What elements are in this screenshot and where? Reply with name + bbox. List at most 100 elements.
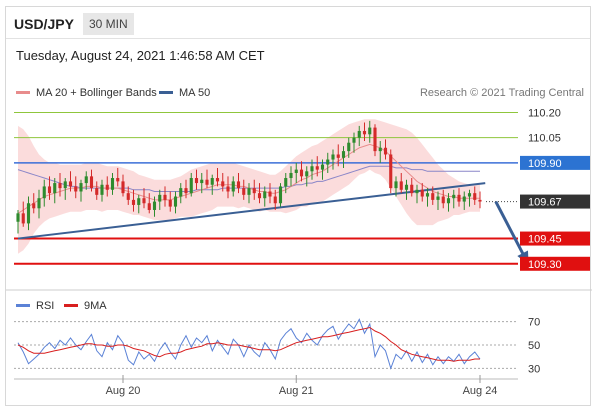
- candle-body: [131, 199, 136, 205]
- candle-body: [58, 183, 62, 189]
- candle-body: [315, 166, 319, 170]
- forecast-arrow-shaft: [494, 200, 529, 263]
- candle-body: [236, 181, 241, 189]
- candle-body: [84, 176, 88, 184]
- candle-body: [137, 198, 141, 205]
- research-credit: Research © 2021 Trading Central: [419, 87, 584, 99]
- legend-swatch-9ma: [64, 303, 78, 307]
- candle-body: [158, 194, 162, 202]
- candle-body: [142, 198, 146, 204]
- legend-9ma: 9MA: [64, 300, 107, 312]
- legend-label-ma50: MA 50: [179, 87, 211, 99]
- candle-body: [352, 137, 356, 143]
- rsi-line: [17, 318, 481, 370]
- candle-body: [184, 188, 188, 194]
- level-tag-bg-109.90: [520, 155, 590, 170]
- rsi-tick-label-70: 70: [528, 317, 540, 329]
- x-tick-label: Aug 21: [279, 385, 314, 397]
- level-label-109.67: 109.67: [528, 197, 562, 209]
- candle-body: [268, 191, 272, 197]
- level-label-110.20: 110.20: [528, 107, 561, 119]
- legend-label-9ma: 9MA: [84, 300, 107, 312]
- candle-body: [63, 181, 67, 189]
- candle-body: [404, 184, 409, 190]
- candle-body: [126, 193, 130, 200]
- candle-body: [457, 194, 461, 202]
- candle-body: [47, 186, 52, 194]
- candle-body: [441, 196, 445, 204]
- candle-body: [226, 186, 230, 192]
- candle-body: [273, 196, 277, 204]
- level-tag-bg-109.67: [520, 194, 590, 209]
- candle-body: [163, 194, 167, 200]
- x-tick-label: Aug 24: [463, 385, 498, 397]
- candle-body: [420, 189, 424, 197]
- candle-body: [320, 164, 325, 170]
- level-tag-bg-109.45: [520, 231, 590, 246]
- legend-swatch-ma50: [159, 90, 173, 94]
- candle-body: [110, 178, 115, 190]
- candle-body: [200, 179, 204, 184]
- candle-body: [95, 188, 99, 195]
- candle-body: [100, 184, 104, 195]
- candle-body: [368, 127, 372, 135]
- candle-body: [305, 171, 309, 177]
- x-tick-label: Aug 20: [106, 385, 141, 397]
- candle-body: [431, 193, 435, 200]
- candle-body: [289, 172, 293, 179]
- candle-body: [425, 193, 430, 197]
- candle-body: [263, 191, 267, 199]
- candle-body: [26, 203, 31, 224]
- level-label-110.05: 110.05: [528, 133, 561, 145]
- candle-body: [341, 151, 346, 158]
- chart-header: USD/JPY 30 MIN: [6, 7, 590, 39]
- candle-body: [299, 169, 304, 177]
- candle-body: [242, 188, 246, 195]
- candle-body: [147, 203, 151, 210]
- legend-rsi: RSI: [16, 300, 54, 312]
- candle-body: [326, 159, 330, 165]
- legend-label-rsi: RSI: [36, 300, 55, 312]
- legend-label-ma20: MA 20 + Bollinger Bands: [36, 87, 157, 99]
- candle-body: [310, 166, 314, 172]
- candle-body: [189, 178, 193, 194]
- candle-body: [410, 184, 414, 194]
- candle-body: [467, 193, 472, 197]
- candle-body: [74, 186, 78, 192]
- candle-body: [357, 130, 361, 138]
- candle-body: [389, 154, 393, 189]
- rsi-tick-label-50: 50: [528, 340, 540, 352]
- rsi-tick-label-30: 30: [528, 363, 540, 375]
- candle-body: [331, 154, 335, 160]
- candle-body: [415, 189, 419, 194]
- candle-body: [462, 196, 466, 202]
- candle-body: [247, 188, 251, 195]
- candle-body: [278, 186, 283, 204]
- candle-body: [336, 154, 340, 158]
- candle-body: [221, 181, 225, 187]
- candle-body: [116, 178, 120, 182]
- level-tag-bg-109.30: [520, 256, 590, 271]
- candle-body: [152, 201, 157, 210]
- price-chart-svg: 110.20 110.05 109.90 109.67 109.45 109.30 70 50…: [6, 107, 592, 397]
- candle-body: [121, 181, 125, 194]
- candle-body: [347, 142, 351, 152]
- candle-body: [399, 181, 403, 190]
- candle-body: [473, 193, 477, 200]
- candle-body: [105, 184, 109, 190]
- candle-body: [394, 181, 398, 189]
- candle-body: [168, 199, 172, 207]
- candle-body: [373, 127, 377, 152]
- candle-body: [231, 181, 235, 192]
- chart-frame: USD/JPY 30 MIN Tuesday, August 24, 2021 …: [5, 6, 592, 406]
- level-label-109.30: 109.30: [528, 259, 562, 271]
- candle-body: [436, 196, 440, 200]
- candle-body: [383, 147, 388, 155]
- legend-swatch-rsi: [16, 303, 30, 307]
- legend-ma20-bb: MA 20 + Bollinger Bands: [16, 87, 157, 99]
- timeframe-button[interactable]: 30 MIN: [83, 13, 134, 35]
- candle-body: [362, 130, 367, 135]
- symbol-label: USD/JPY: [14, 16, 74, 32]
- timestamp: Tuesday, August 24, 2021 1:46:58 AM CET: [16, 48, 265, 63]
- level-label-109.90: 109.90: [528, 158, 562, 170]
